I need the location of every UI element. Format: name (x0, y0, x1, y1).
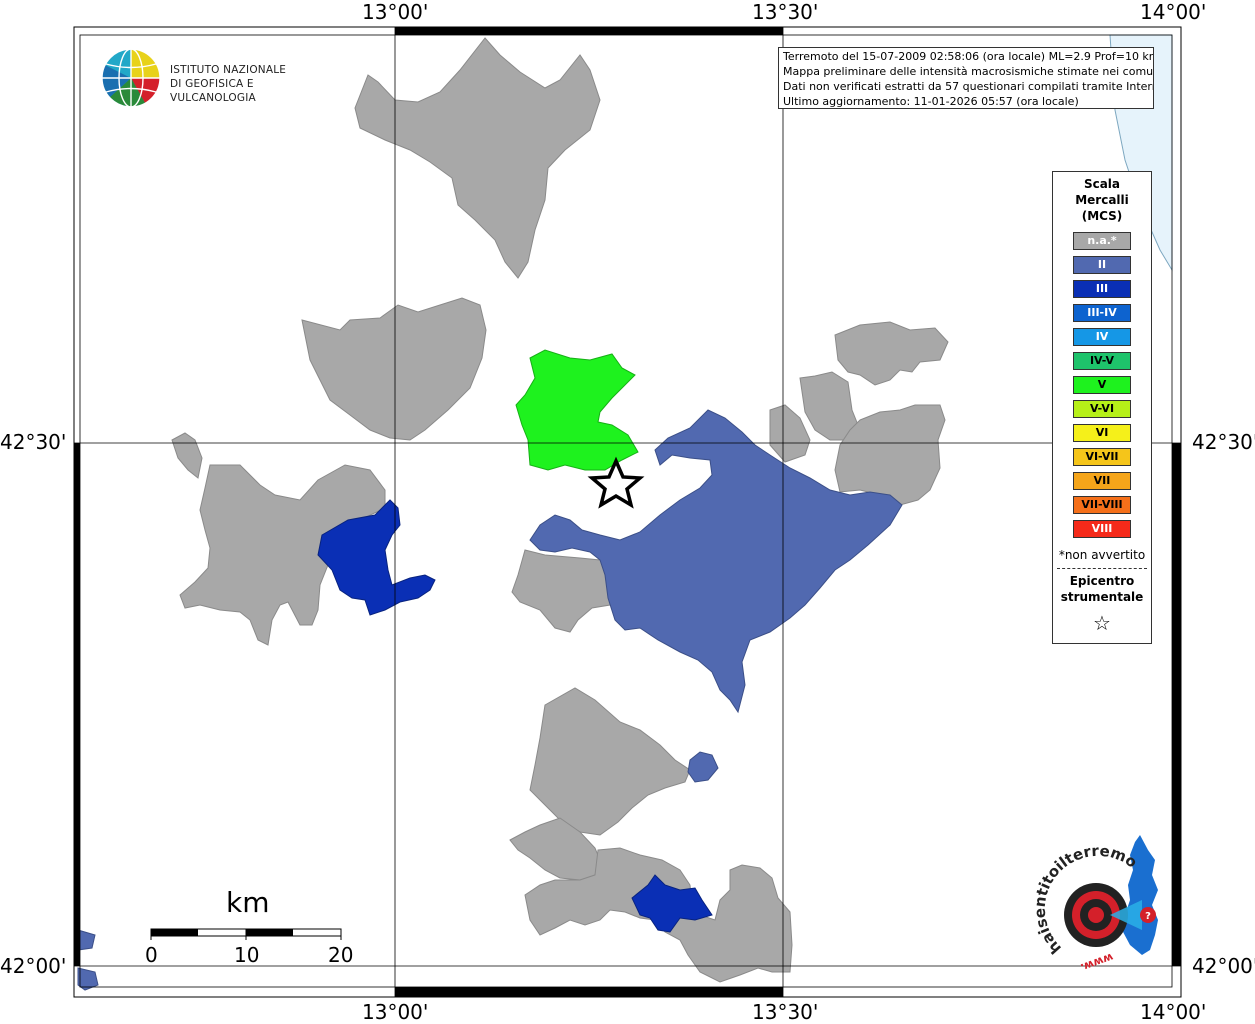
lon-top-1300: 13°00' (362, 0, 429, 24)
region-iii-south (631, 874, 713, 933)
legend-epi-line2: strumentale (1060, 590, 1144, 604)
lat-left-4200: 42°00' (0, 954, 67, 978)
scale-unit: km (226, 886, 270, 919)
legend-title-line2: Mercalli (1075, 193, 1129, 207)
svg-text:haisentitoilterremoto.it: haisentitoilterremoto.it (1030, 830, 1140, 958)
legend-items: n.a.* II III III-IV IV IV-V V V-VI VI VI-VII VII VI… (1053, 232, 1151, 538)
legend-item-iii-iv: III-IV (1073, 304, 1131, 322)
earthquake-info-box: Terremoto del 15-07-2009 02:58:06 (ora l… (778, 47, 1154, 109)
svg-text:?: ? (1145, 911, 1151, 922)
legend-item-vii: VII (1073, 472, 1131, 490)
region-na-east-3 (769, 404, 811, 463)
lat-left-4230: 42°30' (0, 430, 67, 454)
ingv-globe-icon (101, 48, 161, 108)
legend-item-ii: II (1073, 256, 1131, 274)
haisentito-logo-icon: ? (1064, 835, 1158, 955)
ingv-logo-line2: DI GEOFISICA E VULCANOLOGIA (170, 78, 256, 104)
info-line-event: Terremoto del 15-07-2009 02:58:06 (ora l… (783, 50, 1154, 63)
legend-item-v-vi: V-VI (1073, 400, 1131, 418)
scale-tick-0: 0 (145, 943, 158, 967)
lon-bottom-1300: 13°00' (362, 1000, 429, 1024)
region-ii-main (529, 409, 903, 714)
region-na-west-1 (301, 297, 487, 441)
region-na-center (511, 549, 619, 633)
legend-item-iv-v: IV-V (1073, 352, 1131, 370)
legend-epi-line1: Epicentro (1069, 574, 1135, 588)
ingv-logo-text: ISTITUTO NAZIONALE DI GEOFISICA E VULCAN… (170, 63, 320, 105)
lon-bottom-1400: 14°00' (1140, 1000, 1207, 1024)
region-group-na (171, 37, 949, 983)
region-v-north (515, 349, 639, 471)
frame-border (74, 27, 1181, 997)
legend-title-line3: (MCS) (1081, 209, 1123, 223)
scale-bar (150, 928, 342, 940)
info-line-updated: Ultimo aggiornamento: 11-01-2026 05:57 (… (783, 95, 1079, 108)
ingv-logo-line1: ISTITUTO NAZIONALE (170, 64, 287, 76)
region-na-south-1 (529, 687, 691, 836)
legend-note: *non avvertito (1058, 548, 1146, 562)
region-na-east-4 (834, 404, 946, 506)
legend-star-icon: ☆ (1093, 611, 1111, 635)
haisentito-name: haisentitoilterremoto.it (1030, 830, 1140, 958)
region-ii-south (687, 751, 719, 783)
region-na-west-3 (179, 464, 386, 646)
lon-bottom-1330: 13°30' (752, 1000, 819, 1024)
haisentito-logo: ? haisentitoilterremoto.it www. (1030, 830, 1170, 975)
legend-title: Scala Mercalli (MCS) (1053, 176, 1151, 224)
scale-tick-20: 20 (328, 943, 354, 967)
region-na-north (354, 37, 601, 279)
legend-item-n-a: n.a.* (1073, 232, 1131, 250)
legend-item-vii-viii: VII-VIII (1073, 496, 1131, 514)
region-na-east-1 (834, 321, 949, 386)
haisentito-logo-text: haisentitoilterremoto.it www. (1030, 830, 1140, 974)
region-group-iii (317, 499, 713, 933)
info-line-map-desc: Mappa preliminare delle intensità macros… (783, 65, 1154, 78)
legend-item-iv: IV (1073, 328, 1131, 346)
legend-epicenter-label: Epicentro strumentale (1053, 573, 1151, 605)
lon-top-1330: 13°30' (752, 0, 819, 24)
lat-right-4200: 42°00' (1192, 954, 1255, 978)
region-na-west-2 (171, 432, 203, 479)
legend-title-line1: Scala (1083, 177, 1121, 191)
epicenter-star-icon (587, 456, 645, 509)
legend-divider (1057, 568, 1147, 569)
lon-top-1400: 14°00' (1140, 0, 1207, 24)
scale-tick-10: 10 (234, 943, 260, 967)
info-line-data-source: Dati non verificati estratti da 57 quest… (783, 80, 1154, 93)
intensity-legend: Scala Mercalli (MCS) n.a.* II III III-IV IV I… (1052, 171, 1152, 644)
haisentito-www: www. (1079, 950, 1115, 974)
lat-right-4230: 42°30' (1192, 430, 1255, 454)
legend-item-v: V (1073, 376, 1131, 394)
legend-item-iii: III (1073, 280, 1131, 298)
ingv-logo: ISTITUTO NAZIONALE DI GEOFISICA E VULCAN… (100, 47, 320, 109)
region-group-ii (77, 409, 903, 991)
legend-item-vi-vii: VI-VII (1073, 448, 1131, 466)
legend-item-vi: VI (1073, 424, 1131, 442)
region-iii-west (317, 499, 436, 616)
legend-item-viii: VIII (1073, 520, 1131, 538)
